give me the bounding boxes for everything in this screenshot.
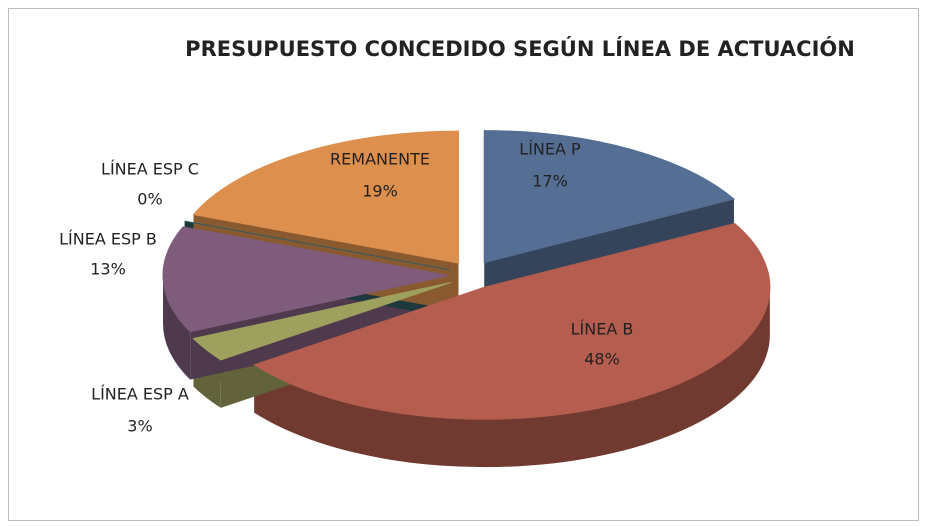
slice-label: REMANENTE xyxy=(330,150,430,169)
slice-value-label: 0% xyxy=(137,190,162,209)
slice-value-label: 17% xyxy=(532,172,568,191)
slice xyxy=(253,223,771,420)
slice-wall xyxy=(254,287,770,468)
slice xyxy=(184,220,450,271)
slice-value-label: 3% xyxy=(127,417,152,436)
slice xyxy=(483,130,736,264)
slice-label: LÍNEA B xyxy=(571,320,634,339)
slice xyxy=(162,226,449,333)
slice-value-label: 48% xyxy=(584,350,620,369)
slice-wall xyxy=(163,275,191,380)
slice-value-label: 13% xyxy=(90,260,126,279)
labels: LÍNEA P 17% LÍNEA B 48% LÍNEA ESP A 3% LÍNEA E… xyxy=(59,140,633,436)
slice xyxy=(192,130,460,264)
slice xyxy=(192,281,452,361)
slice-label: LÍNEA ESP B xyxy=(59,230,157,249)
slice-tops xyxy=(162,130,771,420)
slice-label: LÍNEA ESP C xyxy=(101,160,199,179)
slice-label: LÍNEA P xyxy=(519,140,581,159)
chart-title: PRESUPUESTO CONCEDIDO SEGÚN LÍNEA DE ACT… xyxy=(185,36,855,61)
slice-label: LÍNEA ESP A xyxy=(91,385,189,404)
slice-value-label: 19% xyxy=(362,182,398,201)
